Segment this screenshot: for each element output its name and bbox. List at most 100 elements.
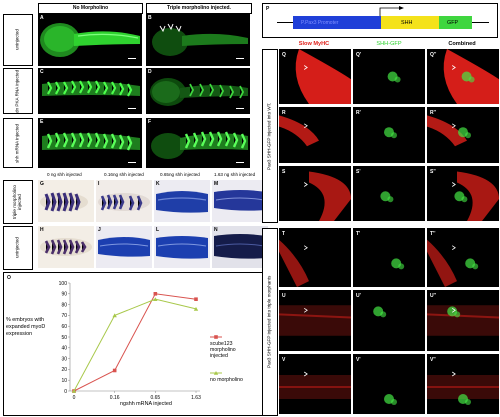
- chart-y-tick-label: 30: [61, 356, 67, 362]
- confocal-panel: T: [279, 228, 351, 287]
- confocal-panel-label: U': [356, 293, 361, 299]
- conf-header-shh: SHH-GFP: [376, 41, 402, 47]
- ish-panel-k: K: [154, 180, 210, 222]
- panel-label-d: D: [148, 69, 152, 75]
- fluor-panel-c: C: [38, 68, 142, 114]
- chart-ylabel: % embryos with expanded myoD expression: [6, 317, 46, 337]
- confocal-panel-label: R: [282, 110, 286, 116]
- promoter-arrow-icon: [379, 6, 404, 16]
- confocal-panel-label: U: [282, 293, 286, 299]
- confocal-panel-label: R'': [430, 110, 436, 116]
- panel-label-l: L: [156, 227, 160, 233]
- fluor-panel-f: F: [146, 118, 250, 168]
- ish-header: 0.16ng shh injected: [104, 172, 144, 177]
- confocal-panel: Q: [279, 49, 351, 104]
- confocal-panel-label: V'': [430, 357, 436, 363]
- confocal-panel: S: [279, 166, 351, 221]
- fluor-row-label: uninjected: [14, 29, 20, 51]
- confocal-panel-label: S'': [430, 169, 436, 175]
- panel-label-e: E: [40, 119, 44, 125]
- confocal-panel-label: T: [282, 231, 286, 237]
- confocal-panel: V'': [427, 354, 499, 414]
- ish-row-label: triple morpholino injected: [12, 185, 22, 219]
- header-triple-morpholino: Triple morpholino injected.: [167, 5, 231, 11]
- shh-box: SHH: [381, 16, 439, 29]
- confocal-panel: S'': [427, 166, 499, 221]
- shh-label: SHH: [401, 20, 413, 26]
- confocal-panel-label: U'': [430, 293, 436, 299]
- fluor-row-label: dn PKA RNA injected: [14, 69, 20, 113]
- confocal-panel-label: V: [282, 357, 286, 363]
- panel-label-p: P: [266, 6, 270, 12]
- chart-y-tick-label: 100: [59, 281, 68, 287]
- panel-label-c: C: [40, 69, 44, 75]
- confocal-panel-label: S': [356, 169, 361, 175]
- chart-x-tick-label: 0: [73, 395, 76, 401]
- fluor-panel-b: B: [146, 14, 250, 66]
- ish-row-label-box-1: [3, 180, 33, 224]
- panel-label-g: G: [40, 181, 44, 187]
- conf-header-slow: Slow MyHC: [298, 41, 330, 47]
- confocal-panel-label: V': [356, 357, 361, 363]
- ish-row-label: uninjected: [14, 237, 20, 259]
- ish-panel-l: L: [154, 226, 210, 268]
- confocal-panel-label: Q': [356, 52, 362, 58]
- chart-data-point: [153, 297, 158, 301]
- panel-label-j: J: [98, 227, 101, 233]
- fluor-row-label-box-2: [3, 68, 33, 114]
- chart-y-tick-label: 90: [61, 292, 67, 298]
- header-no-morpholino-box: No Morpholino: [38, 3, 143, 14]
- confocal-panel: U': [353, 290, 425, 351]
- panel-label-i: I: [98, 181, 100, 187]
- chart-series-line: [73, 293, 197, 392]
- chart-data-point: [193, 306, 199, 311]
- confocal-panel-label: Q'': [430, 52, 437, 58]
- panel-label-b: B: [148, 15, 152, 21]
- chart-data-point: [71, 389, 77, 393]
- chart-xlabel: ngshh mRNA injected: [120, 401, 172, 407]
- chart-legend-marker: [213, 371, 219, 375]
- ish-header: 0.65ng shh injected: [160, 172, 200, 177]
- confocal-panel: V: [279, 354, 351, 414]
- conf-side-label: Pax3 SHH-GFP injected into WT.: [266, 102, 272, 170]
- confocal-panel-label: T': [356, 231, 361, 237]
- fluor-row-label-box-1: [3, 14, 33, 66]
- confocal-panel: U: [279, 290, 351, 351]
- chart-data-point: [153, 292, 158, 296]
- chart-y-tick-label: 50: [61, 335, 67, 341]
- chart-y-tick-label: 60: [61, 324, 67, 330]
- confocal-panel-label: R': [356, 110, 361, 116]
- header-no-morpholino: No Morpholino: [72, 5, 109, 11]
- confocal-panel: T': [353, 228, 425, 287]
- ish-row-label-box-2: [3, 226, 33, 270]
- chart-svg: 0 10 20 30 40 50 60 70 80 90 100 0 0.16 0.65 1.63 scube…: [59, 281, 243, 401]
- chart-y-tick-label: 0: [64, 389, 67, 395]
- chart-y-tick-label: 70: [61, 313, 67, 319]
- ish-panel-h: H: [38, 226, 94, 268]
- chart-legend-label: morpholino: [210, 347, 236, 353]
- chart-x-tick-label: 0.16: [110, 395, 120, 401]
- fluor-panel-e: E: [38, 118, 142, 168]
- conf-side-box-2: [262, 228, 278, 416]
- panel-label-m: M: [214, 181, 219, 187]
- fluor-panel-a: A: [38, 14, 142, 66]
- ish-panel-n: N: [212, 226, 268, 268]
- promoter-box: P.Pax3 Promoter: [293, 16, 381, 29]
- conf-side-label: Pax3 SHH-GFP injected into triple morpha…: [266, 275, 272, 369]
- gfp-box: GFP: [439, 16, 472, 29]
- fluor-panel-d: D: [146, 68, 250, 114]
- chart-legend-label: scube123: [210, 341, 233, 347]
- chart-data-point: [112, 313, 117, 318]
- panel-label-f: F: [148, 119, 152, 125]
- ish-panel-g: G: [38, 180, 94, 222]
- chart-data-point: [112, 368, 117, 373]
- conf-side-box-1: [262, 49, 278, 223]
- ish-panel-j: J: [96, 226, 152, 268]
- confocal-panel: U'': [427, 290, 499, 351]
- panel-label-h: H: [40, 227, 44, 233]
- chart-y-tick-label: 10: [61, 378, 67, 384]
- chart-legend-label: injected: [210, 353, 228, 359]
- conf-header-combined: Combined: [448, 41, 476, 47]
- panel-label-a: A: [40, 15, 44, 21]
- confocal-panel: Q': [353, 49, 425, 104]
